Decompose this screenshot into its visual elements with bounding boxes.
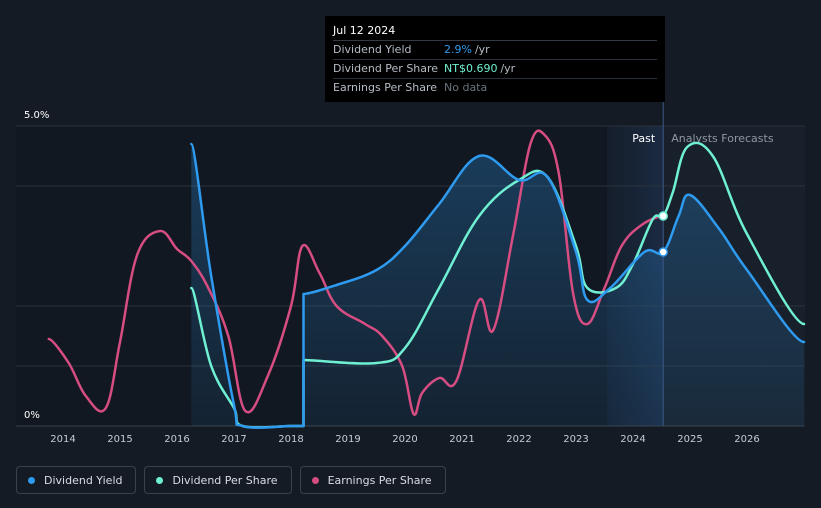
tooltip-date: Jul 12 2024	[333, 22, 657, 41]
x-tick-label: 2016	[164, 434, 189, 445]
tooltip-row-dividend-yield: Dividend Yield 2.9% /yr	[333, 41, 657, 60]
y-tick-label: 5.0%	[24, 110, 49, 121]
x-tick-label: 2024	[620, 434, 645, 445]
chart-tooltip: Jul 12 2024 Dividend Yield 2.9% /yr Divi…	[325, 16, 665, 102]
x-tick-label: 2020	[392, 434, 417, 445]
x-tick-label: 2014	[50, 434, 75, 445]
legend-dot	[311, 476, 319, 484]
tooltip-label: Dividend Yield	[333, 43, 412, 56]
dividend-yield-line	[190, 142, 806, 429]
past-label: Past	[632, 132, 656, 145]
x-tick-label: 2018	[278, 434, 303, 445]
forecast-label: Analysts Forecasts	[671, 132, 774, 145]
legend-dot	[156, 476, 164, 484]
legend-label: Earnings Per Share	[327, 473, 432, 487]
x-tick-label: 2023	[563, 434, 588, 445]
tooltip-value: 2.9%	[444, 43, 472, 56]
x-tick-label: 2022	[506, 434, 531, 445]
x-tick-label: 2019	[335, 434, 360, 445]
dividend-per-share-marker	[658, 211, 668, 221]
x-tick-label: 2021	[449, 434, 474, 445]
tooltip-row-dividend-per-share: Dividend Per Share NT$0.690 /yr	[333, 60, 657, 79]
legend-dot	[28, 476, 35, 484]
earnings-per-share-line	[47, 129, 665, 417]
tooltip-row-earnings-per-share: Earnings Per Share No data	[333, 79, 657, 97]
legend-item-earnings-per-share[interactable]: Earnings Per Share	[299, 466, 446, 494]
x-tick-label: 2025	[677, 434, 702, 445]
tooltip-unit: /yr	[474, 43, 490, 56]
tooltip-value: NT$0.690	[444, 62, 498, 75]
legend-label: Dividend Per Share	[172, 473, 278, 487]
dividend-yield-area	[191, 144, 805, 428]
dividend-yield-marker	[658, 247, 668, 257]
tooltip-label: Dividend Per Share	[333, 62, 439, 75]
legend-label: Dividend Yield	[44, 473, 123, 487]
y-tick-label: 0%	[24, 410, 40, 421]
x-tick-label: 2017	[221, 434, 246, 445]
x-tick-label: 2026	[734, 434, 759, 445]
chart-legend: Dividend Yield Dividend Per Share Earnin…	[16, 466, 446, 494]
legend-item-dividend-per-share[interactable]: Dividend Per Share	[144, 466, 292, 494]
legend-item-dividend-yield[interactable]: Dividend Yield	[16, 466, 137, 494]
x-tick-label: 2015	[107, 434, 132, 445]
tooltip-label: Earnings Per Share	[333, 81, 438, 94]
tooltip-unit: /yr	[500, 62, 516, 75]
tooltip-value: No data	[444, 81, 488, 94]
